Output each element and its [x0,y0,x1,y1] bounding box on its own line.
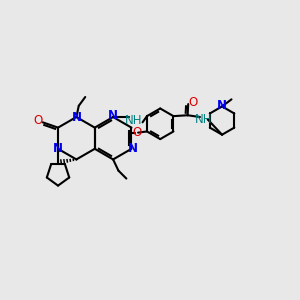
Text: N: N [128,142,138,155]
Text: O: O [132,126,142,139]
Text: NH: NH [125,114,142,127]
Text: N: N [217,99,227,112]
Text: N: N [71,110,81,124]
Text: O: O [34,114,43,127]
Text: O: O [188,96,197,109]
Text: N: N [52,142,62,155]
Text: NH: NH [195,113,213,127]
Text: N: N [108,109,118,122]
